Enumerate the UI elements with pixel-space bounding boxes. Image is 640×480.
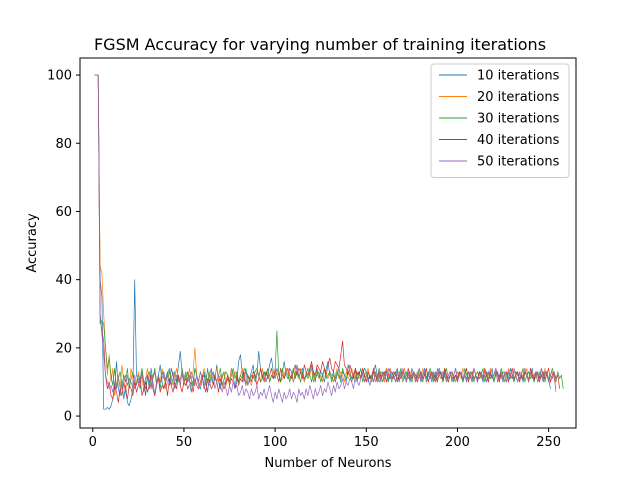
- y-axis-label: Accuracy: [25, 213, 40, 273]
- x-tick-label: 250: [536, 435, 561, 450]
- legend-frame: [430, 63, 570, 178]
- series-line-3: [94, 74, 564, 390]
- legend-label-3: 30 iterations: [477, 112, 560, 127]
- series-line-4: [94, 74, 560, 403]
- y-tick-label: 20: [55, 341, 72, 356]
- x-tick-label: 0: [89, 435, 97, 450]
- x-tick-label: 100: [263, 435, 288, 450]
- x-tick-label: 150: [354, 435, 379, 450]
- y-tick-label: 80: [55, 137, 72, 152]
- y-tick-label: 0: [64, 410, 72, 425]
- plot-frame: [79, 57, 577, 429]
- legend-label-5: 50 iterations: [477, 155, 560, 170]
- series-lines: [94, 74, 564, 410]
- y-tick-label: 100: [47, 69, 72, 84]
- x-tick-label: 200: [445, 435, 470, 450]
- legend: 10 iterations 20 iterations 30 iterations 4…: [430, 63, 570, 178]
- plot-area: [94, 74, 564, 410]
- series-line-5: [94, 74, 557, 403]
- y-axis: 0 20 40 60 80 100: [47, 69, 80, 425]
- chart-title: FGSM Accuracy for varying number of trai…: [94, 35, 546, 54]
- legend-label-2: 20 iterations: [477, 90, 560, 105]
- legend-label-1: 10 iterations: [477, 69, 560, 84]
- y-tick-label: 60: [55, 205, 72, 220]
- x-axis: 0 50 100 150 200 250: [89, 428, 561, 450]
- legend-label-4: 40 iterations: [477, 133, 560, 148]
- x-tick-label: 50: [176, 435, 193, 450]
- x-axis-label: Number of Neurons: [264, 456, 391, 471]
- y-tick-label: 40: [55, 273, 72, 288]
